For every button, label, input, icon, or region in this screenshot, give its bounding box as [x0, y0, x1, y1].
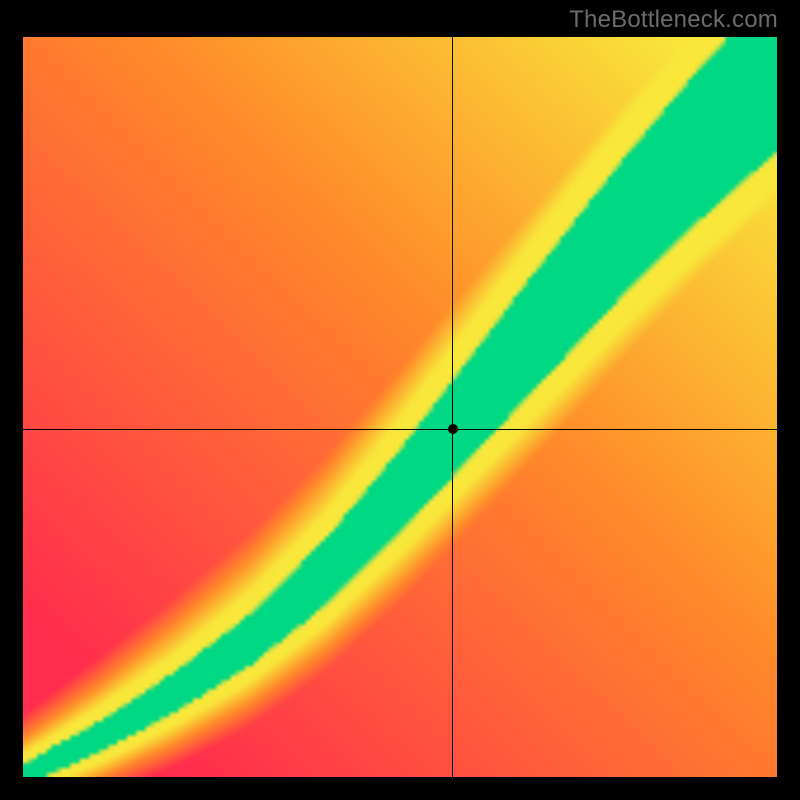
marker-dot [448, 424, 458, 434]
chart-frame: TheBottleneck.com [0, 0, 800, 800]
heatmap-canvas [23, 37, 777, 777]
crosshair-horizontal [23, 429, 777, 430]
heatmap-plot [23, 37, 777, 777]
watermark-text: TheBottleneck.com [569, 6, 778, 34]
crosshair-vertical [452, 37, 453, 777]
